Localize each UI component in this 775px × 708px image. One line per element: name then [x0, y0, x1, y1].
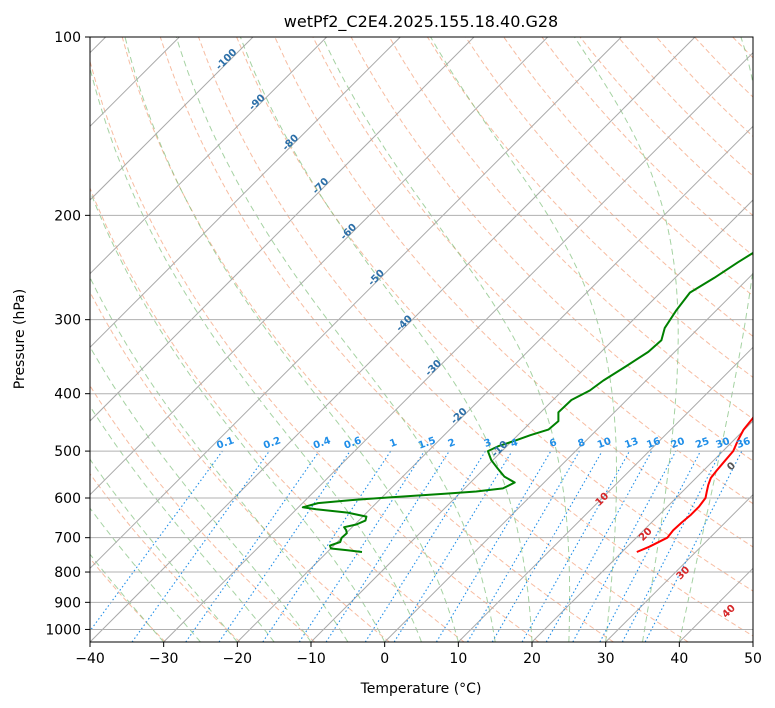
moist-adiabat-line: [430, 37, 617, 642]
x-tick-label: −10: [296, 651, 326, 667]
mixing-ratio-label: 6: [548, 437, 558, 450]
dry-adiabat-line: [121, 37, 614, 642]
dry-adiabat-line: [90, 557, 166, 642]
mixing-ratio-label: 20: [669, 436, 686, 451]
y-tick-label: 600: [54, 491, 81, 507]
dry-adiabat-line: [236, 37, 753, 592]
dry-adiabat-line: [198, 37, 753, 637]
isotherm-line: [531, 420, 753, 642]
mixing-ratio-label: 8: [577, 437, 587, 450]
mixing-ratio-line: [467, 450, 580, 642]
y-axis-label: Pressure (hPa): [12, 289, 28, 389]
dewpoint-profile-line: [301, 251, 753, 553]
x-tick-label: −40: [75, 651, 105, 667]
moist-adiabat-line: [90, 65, 422, 642]
moist-adiabat-line: [90, 189, 386, 642]
mixing-ratio-label: 2: [447, 437, 457, 450]
moist-adiabat-line: [90, 405, 275, 642]
isotherm-line: [163, 51, 753, 642]
y-tick-label: 200: [54, 208, 81, 224]
profile-lines: [301, 251, 753, 553]
dry-adiabat-line: [503, 37, 753, 297]
y-tick-label: 900: [54, 595, 81, 611]
dry-adiabat-line: [90, 472, 241, 642]
temperature-profile-line: [636, 415, 753, 553]
isotherm-line: [90, 37, 696, 642]
moist-adiabat-line: [90, 276, 349, 642]
isotherm-line: [90, 37, 475, 422]
x-tick-label: 50: [744, 651, 762, 667]
mixing-ratio-label: 4: [509, 437, 519, 450]
y-tick-label: 800: [54, 565, 81, 581]
pressure-gridlines: [90, 37, 753, 630]
isotherm-line: [90, 37, 622, 570]
y-tick-label: 1000: [45, 622, 81, 638]
dry-adiabat-line: [350, 37, 753, 462]
moist-adiabat-line: [90, 458, 238, 642]
x-tick-label: 40: [670, 651, 688, 667]
dry-adiabat-line: [426, 37, 753, 378]
mixing-ratio-label: 16: [645, 436, 662, 451]
mixing-ratio-label: 30: [715, 436, 732, 451]
mixing-ratio-label: 13: [623, 436, 640, 451]
background-lines: [90, 37, 753, 642]
x-tick-label: −20: [223, 651, 253, 667]
x-tick-label: −30: [149, 651, 179, 667]
x-tick-label: 10: [449, 651, 467, 667]
dry-adiabat-line: [274, 37, 753, 548]
moist-adiabat-line: [574, 37, 679, 642]
dry-adiabat-line: [90, 59, 540, 642]
y-tick-label: 400: [54, 387, 81, 403]
dry-adiabat-line: [90, 186, 465, 642]
dry-adiabat-line: [90, 291, 390, 642]
chart-title: wetPf2_C2E4.2025.155.18.40.G28: [284, 12, 558, 32]
mixing-ratio-line: [218, 450, 351, 642]
y-tick-label: 300: [54, 313, 81, 329]
dry-adiabat-line: [159, 37, 689, 642]
x-tick-label: 0: [380, 651, 389, 667]
mixing-ratio-line: [521, 450, 630, 642]
mixing-ratio-label: 36: [735, 436, 752, 451]
mixing-ratio-label: 25: [694, 436, 711, 451]
isotherm-line: [236, 125, 753, 642]
x-tick-label: 30: [597, 651, 615, 667]
isotherm-line: [90, 37, 254, 201]
y-tick-label: 700: [54, 531, 81, 547]
moist-adiabat-line: [175, 37, 496, 642]
mixing-ratio-line: [185, 450, 320, 642]
mixing-ratio-line: [364, 450, 486, 642]
x-tick-label: 20: [523, 651, 541, 667]
mixing-ratio-line: [435, 450, 552, 642]
y-tick-label: 100: [54, 30, 81, 46]
y-tick-label: 500: [54, 444, 81, 460]
isotherm-line: [90, 37, 328, 275]
mixing-ratio-label: 10: [596, 436, 613, 451]
y-axis-ticks: 100 200 300 400 500 600 700 800 900 1000: [45, 30, 90, 638]
moist-adiabat-line: [90, 507, 201, 642]
moist-adiabat-line: [124, 37, 459, 642]
dry-adiabat-line: [90, 384, 316, 642]
mixing-ratio-line: [491, 450, 603, 642]
isotherm-line: [384, 272, 753, 642]
moist-adiabat-line: [90, 553, 165, 642]
mixing-ratio-label: 1: [388, 437, 398, 450]
mixing-ratio-line: [572, 450, 677, 642]
x-axis-label: Temperature (°C): [360, 681, 482, 697]
mixing-ratio-label: 3: [483, 437, 493, 450]
isotherm-line: [90, 37, 401, 349]
moist-adiabat-line: [678, 37, 753, 642]
moist-adiabat-line: [239, 37, 533, 642]
isotherm-line: [457, 346, 753, 642]
isotherm-line: [90, 37, 549, 496]
isotherm-line: [310, 199, 753, 642]
isotherm-line: [605, 493, 753, 642]
mixing-ratio-line: [325, 450, 450, 642]
mixing-ratio-line: [393, 450, 513, 642]
x-axis-ticks: −40 −30 −20 −10 0 10 20 30 40 50: [75, 642, 762, 667]
plot-frame: [89, 36, 754, 643]
mixing-ratio-line: [545, 450, 653, 642]
